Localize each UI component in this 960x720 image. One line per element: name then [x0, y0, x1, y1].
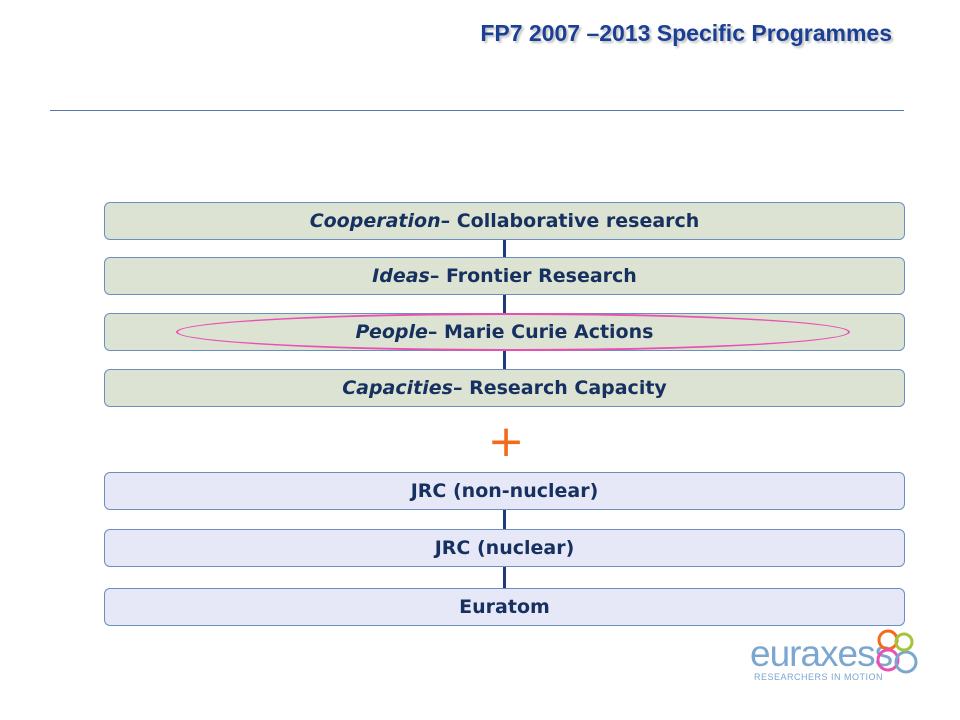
bar-euratom: Euratom	[104, 588, 905, 626]
euraxess-logo: euraxess RESEARCHERS IN MOTION	[750, 628, 930, 688]
programme-name: Cooperation	[309, 210, 441, 232]
connector	[503, 295, 506, 313]
bar-label: JRC (nuclear)	[434, 537, 575, 559]
programme-bar-ideas: Ideas – Frontier Research	[104, 257, 905, 295]
logo-tagline: RESEARCHERS IN MOTION	[754, 672, 884, 682]
logo-rings-icon	[876, 629, 918, 674]
bar-label: Euratom	[459, 596, 550, 618]
highlight-ellipse	[176, 313, 850, 351]
connector	[503, 510, 506, 529]
plus-symbol: +	[487, 416, 525, 467]
programme-bar-capacities: Capacities – Research Capacity	[104, 369, 905, 407]
programme-description: – Frontier Research	[429, 265, 637, 287]
programme-name: Capacities	[342, 377, 453, 399]
connector	[503, 567, 506, 588]
programme-description: – Research Capacity	[452, 377, 667, 399]
bar-jrc-non-nuclear: JRC (non-nuclear)	[104, 472, 905, 510]
programme-name: Ideas	[372, 265, 430, 287]
title-divider	[50, 110, 904, 111]
slide-title: FP7 2007 –2013 Specific Programmes	[480, 20, 892, 46]
bar-jrc-nuclear: JRC (nuclear)	[104, 529, 905, 567]
connector	[503, 351, 506, 369]
connector	[503, 240, 506, 257]
programme-description: – Collaborative research	[440, 210, 700, 232]
logo-wordmark: euraxess	[750, 633, 893, 674]
programme-bar-cooperation: Cooperation – Collaborative research	[104, 202, 905, 240]
bar-label: JRC (non-nuclear)	[410, 480, 599, 502]
